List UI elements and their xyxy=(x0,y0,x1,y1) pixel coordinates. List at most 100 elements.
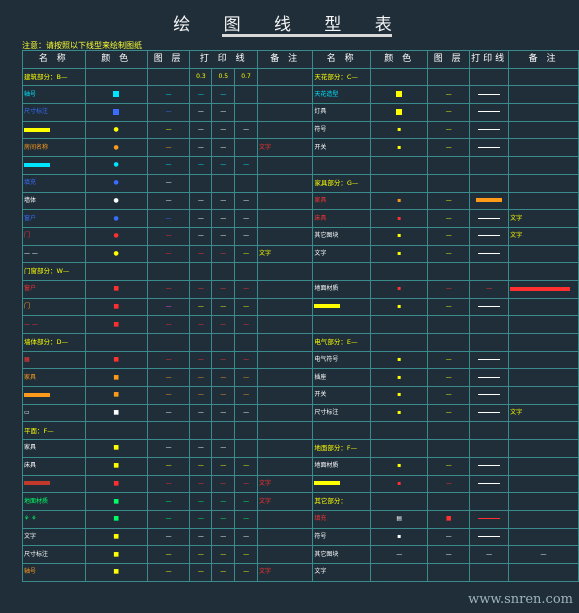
color-swatch xyxy=(396,109,403,116)
color-swatch xyxy=(396,91,403,98)
remark: 文字 xyxy=(256,474,314,494)
remark: 文字 xyxy=(256,244,314,264)
row-name: 尺寸标注 xyxy=(312,403,372,423)
row-name: 尺寸标注 xyxy=(22,103,86,122)
table-row: ▭ ■ — — — — 尺寸标注 ▪ — 文字 xyxy=(22,403,579,423)
row-name: 门 xyxy=(22,226,86,246)
section-label: 其它部分： xyxy=(312,492,372,511)
table-row: 窗户 ■ — — — — 地面材质 ▪ — — xyxy=(22,279,579,299)
table-row: 轴号 ■ — — — — 文字 文字 xyxy=(22,562,579,582)
line-sample xyxy=(478,465,501,467)
table-row: ■ — — — — 文字 ▪ — xyxy=(22,474,579,494)
header-layer-2: 图 层 xyxy=(427,50,471,69)
table-row: 门窗部分：W— xyxy=(22,262,579,281)
line-sample xyxy=(478,235,501,237)
header-layer: 图 层 xyxy=(146,50,191,69)
section-label: 墙体部分：D— xyxy=(22,333,86,352)
line-sample xyxy=(478,535,501,537)
row-name: 窗户 xyxy=(22,209,86,228)
row-name: 插座 xyxy=(312,368,372,388)
row-name: 房间名称 xyxy=(22,138,86,158)
line-sample xyxy=(478,394,501,396)
print-sub: 0.3 xyxy=(189,67,213,87)
line-sample xyxy=(24,127,50,132)
row-name: 开关 xyxy=(312,138,372,158)
section-label: 门窗部分：W— xyxy=(22,262,86,281)
note-text: 注意：请按照以下线型来绘制图纸 xyxy=(22,41,142,50)
line-sample xyxy=(478,518,501,520)
row-name: 符号 xyxy=(312,527,372,547)
section-label: 平面：F— xyxy=(22,421,86,441)
section-label: 天花部分：C— xyxy=(312,67,372,87)
header-remark-2: 备 注 xyxy=(508,50,579,69)
table-row: 轴号 — — — 天花造型 — xyxy=(22,85,579,105)
header-name-2: 名 称 xyxy=(312,50,372,69)
header-name: 名 称 xyxy=(22,50,86,69)
line-sample xyxy=(510,286,571,291)
header-remark: 备 注 xyxy=(256,50,314,69)
section-label: 电气部分：E— xyxy=(312,333,372,352)
line-sample xyxy=(478,217,501,219)
table-row: 窗户 ● — — — — 床具 ▪ — 文字 xyxy=(22,209,579,228)
header-print: 打 印 线 xyxy=(189,50,258,69)
table-row: 门 ● — — — — 其它图块 ▪ — 文字 xyxy=(22,226,579,246)
table-row: ● — — — — xyxy=(22,156,579,175)
line-sample xyxy=(476,198,503,203)
row-name: 轴号 xyxy=(22,562,86,582)
line-sample xyxy=(478,376,501,378)
table-row: ⚘ ⚘ ■ — — — — 填充 ▤ ■ xyxy=(22,509,579,529)
table-row: ■ — — — — 开关 ▪ — xyxy=(22,386,579,405)
row-name: 轴号 xyxy=(22,85,86,105)
table-row: 地面材质 ■ — — — — 文字 其它部分： xyxy=(22,492,579,511)
line-sample xyxy=(314,304,341,309)
watermark: www.snren.com xyxy=(468,592,573,607)
table-row: 家具 ■ — — — — 插座 ▪ — xyxy=(22,368,579,388)
header-color-2: 颜 色 xyxy=(370,50,429,69)
table-row: 床具 ■ — — — — 地面材质 ▪ — xyxy=(22,456,579,476)
table-row: — — ■ — — — — xyxy=(22,315,579,334)
row-name: 地面材质 xyxy=(312,279,372,299)
page-title: 绘 图 线 型 表 xyxy=(173,15,406,35)
row-name: 填充 xyxy=(312,509,372,529)
line-sample xyxy=(478,482,501,484)
row-name: 床具 xyxy=(312,209,372,228)
remark: 文字 xyxy=(508,209,579,228)
row-name: 文字 xyxy=(22,527,86,547)
print-sub: 0.7 xyxy=(234,67,258,87)
line-sample xyxy=(478,412,501,414)
line-sample xyxy=(478,146,501,148)
remark: 文字 xyxy=(508,403,579,423)
row-name: 窗户 xyxy=(22,279,86,299)
row-name: 其它图块 xyxy=(312,545,372,564)
line-sample xyxy=(478,305,501,307)
row-name: 床具 xyxy=(22,456,86,476)
line-sample xyxy=(24,392,50,397)
line-sample xyxy=(24,481,50,486)
row-name: 天花造型 xyxy=(312,85,372,105)
section-label: 地面部分：F— xyxy=(312,439,372,458)
line-sample xyxy=(478,359,501,361)
row-name: 家具 xyxy=(22,439,86,458)
linetype-table: 名 称 颜 色 图 层 打 印 线 备 注 名 称 颜 色 图 层 打印线 备 … xyxy=(22,50,579,582)
row-name: 灯具 xyxy=(312,103,372,122)
row-name: 填充 xyxy=(22,173,86,193)
row-name: 文字 xyxy=(312,244,372,264)
title-underline xyxy=(222,34,392,37)
row-name: 地面材质 xyxy=(312,456,372,476)
table-row: 文字 ■ — — — — 符号 ▪ — xyxy=(22,527,579,547)
remark: 文字 xyxy=(256,492,314,511)
table-row: 建筑部分：B— 0.3 0.5 0.7 天花部分：C— xyxy=(22,67,579,87)
remark: 文字 xyxy=(256,562,314,582)
table-row: 墙体 ● — — — — 家具 ▪ — xyxy=(22,191,579,211)
row-name: 地面材质 xyxy=(22,492,86,511)
section-label: 建筑部分：B— xyxy=(22,67,86,87)
row-name: 电气符号 xyxy=(312,350,372,370)
table-row: 房间名称 ● — — — 文字 开关 ▪ — xyxy=(22,138,579,158)
line-sample xyxy=(24,162,50,167)
row-name: 门 xyxy=(22,297,86,317)
line-sample xyxy=(478,252,501,254)
row-name: 文字 xyxy=(312,562,372,582)
row-name: 家具 xyxy=(22,368,86,388)
color-swatch xyxy=(113,91,120,98)
line-sample xyxy=(478,93,501,95)
